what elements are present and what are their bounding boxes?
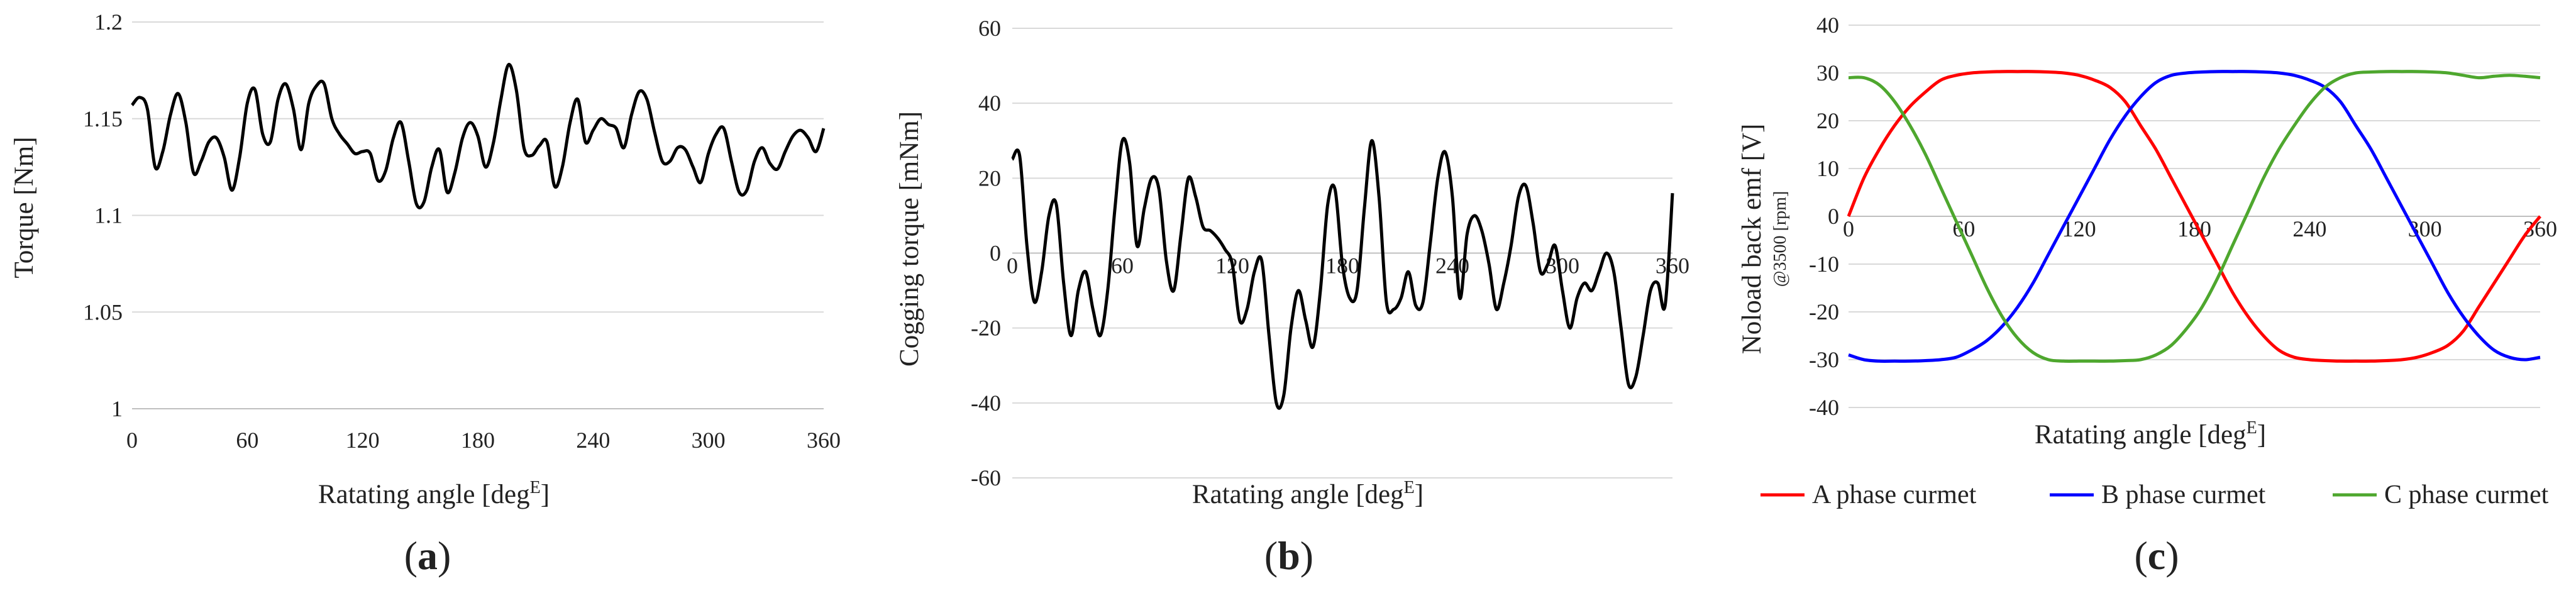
chart-b-y-tick-label-3: 0: [990, 241, 1001, 266]
chart-c-y-axis-title: Noload back emf [V]: [1737, 124, 1767, 355]
chart-a-y-ticks: 1 1.05 1.1 1.15 1.2: [83, 9, 123, 421]
chart-a-x-tick-label-4: 240: [576, 428, 610, 453]
chart-b-y-tick-label-5: 40: [978, 91, 1001, 116]
chart-a-x-tick-label-6: 360: [807, 428, 841, 453]
chart-b-x-tick-label-6: 360: [1656, 253, 1689, 279]
chart-b-y-tick-label-6: 60: [978, 16, 1001, 41]
chart-c-y-tick-label-3: -10: [1809, 252, 1839, 277]
chart-a-x-axis-title: Ratating angle [degE]: [318, 478, 550, 509]
chart-a-y-axis-title: Torque [Nm]: [9, 136, 39, 278]
chart-a-x-tick-label-1: 60: [236, 428, 258, 453]
legend-label-c: C phase curmet: [2384, 480, 2549, 509]
chart-c-series-line-0: [1847, 70, 2541, 363]
chart-a-grid: [132, 21, 824, 409]
chart-b-container: -60 -40 -20 0 20 40 60 0 60 120 180 240 300 360 Cogg…: [855, 0, 1698, 598]
chart-a-x-tick-label-0: 0: [126, 428, 138, 453]
chart-b-y-tick-label-1: -40: [971, 390, 1001, 416]
chart-c-series-line-1: [1848, 70, 2541, 363]
chart-c-legend: A phase curmet B phase curmet C phase curm…: [1761, 480, 2549, 509]
chart-c-y-tick-label-0: -40: [1809, 395, 1839, 420]
chart-b-series-line-0: [1010, 136, 1674, 410]
chart-b-y-axis-title: Cogging torque [mNm]: [895, 111, 924, 367]
chart-a-x-tick-label-2: 120: [346, 428, 380, 453]
chart-a-series-line-0: [131, 63, 826, 209]
chart-c-series: [1847, 70, 2541, 363]
chart-c-x-tick-label-4: 240: [2292, 216, 2326, 241]
chart-a-x-ticks: 0 60 120 180 240 300 360: [126, 428, 841, 453]
chart-c-series-line-2: [1848, 70, 2541, 363]
chart-b-y-tick-label-4: 20: [978, 165, 1001, 191]
chart-a-y-tick-label-2: 1.1: [94, 203, 123, 228]
chart-a-x-tick-label-3: 180: [461, 428, 495, 453]
chart-a-x-tick-label-5: 300: [692, 428, 726, 453]
chart-a-y-tick-label-0: 1: [111, 396, 123, 421]
chart-c-y-axis-subtitle: @3500 [rpm]: [1771, 191, 1790, 287]
chart-b-y-tick-label-0: -60: [971, 465, 1001, 490]
chart-b-series: [1010, 136, 1674, 410]
chart-a-series: [131, 63, 826, 209]
chart-c-grid: [1849, 25, 2540, 408]
chart-a-y-tick-label-1: 1.05: [83, 299, 123, 324]
chart-c-container: -40 -30 -20 -10 0 10 20 30 40 0 60 120 180 240 300 360…: [1723, 0, 2576, 598]
legend-label-b: B phase curmet: [2101, 480, 2266, 509]
chart-a-y-tick-label-3: 1.15: [83, 106, 123, 131]
chart-b-y-ticks: -60 -40 -20 0 20 40 60: [971, 16, 1001, 490]
legend-label-a: A phase curmet: [1812, 480, 1977, 509]
chart-a-container: 1 1.05 1.1 1.15 1.2 0 60 120 180 240 300 360 Torqu…: [0, 0, 843, 598]
chart-c-y-ticks: -40 -30 -20 -10 0 10 20 30 40: [1809, 13, 1839, 420]
panel-label-a: (a): [404, 533, 451, 578]
chart-c-y-tick-label-7: 30: [1816, 60, 1839, 86]
chart-c-y-tick-label-6: 20: [1816, 108, 1839, 133]
panel-label-b: (b): [1264, 533, 1313, 578]
chart-a-y-tick-label-4: 1.2: [94, 9, 123, 35]
chart-b-x-axis-title: Ratating angle [degE]: [1192, 478, 1423, 509]
chart-c-y-tick-label-4: 0: [1828, 204, 1839, 229]
chart-c-y-tick-label-5: 10: [1816, 156, 1839, 181]
chart-c-x-tick-label-0: 0: [1843, 216, 1854, 241]
chart-c-y-tick-label-8: 40: [1816, 13, 1839, 38]
chart-c-x-axis-title: Ratating angle [degE]: [2035, 418, 2266, 450]
chart-c-y-tick-label-2: -20: [1809, 299, 1839, 324]
chart-b-y-tick-label-2: -20: [971, 316, 1001, 341]
chart-b-x-tick-label-0: 0: [1007, 253, 1018, 279]
panel-label-c: (c): [2134, 533, 2179, 578]
chart-c-y-tick-label-1: -30: [1809, 347, 1839, 372]
chart-a: 1 1.05 1.1 1.15 1.2 0 60 120 180 240 300 360 Torqu…: [9, 9, 841, 578]
chart-b-x-tick-label-1: 60: [1111, 253, 1134, 279]
